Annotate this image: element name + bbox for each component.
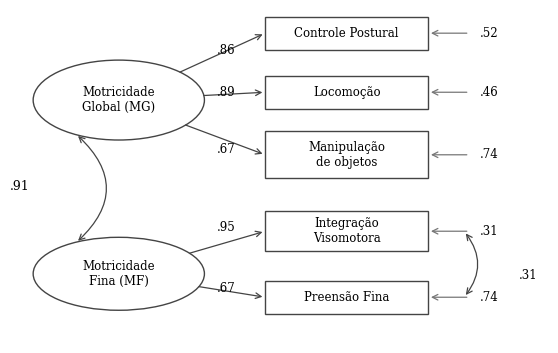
Text: .67: .67: [217, 282, 236, 295]
Bar: [265, 76, 428, 109]
Text: .31: .31: [519, 269, 538, 282]
Text: .74: .74: [479, 291, 498, 304]
Text: Integração
Visomotora: Integração Visomotora: [313, 217, 381, 245]
Text: .74: .74: [479, 148, 498, 161]
Text: Motricidade
Global (MG): Motricidade Global (MG): [82, 86, 155, 114]
Bar: [265, 281, 428, 314]
Text: Locomoção: Locomoção: [313, 86, 381, 99]
Text: .89: .89: [217, 86, 236, 99]
Text: Controle Postural: Controle Postural: [295, 27, 399, 40]
Bar: [265, 17, 428, 50]
Text: .46: .46: [479, 86, 498, 99]
Text: .52: .52: [479, 27, 498, 40]
Text: .31: .31: [479, 225, 498, 238]
Text: .67: .67: [217, 143, 236, 156]
Text: .95: .95: [217, 221, 236, 234]
Text: Preensão Fina: Preensão Fina: [304, 291, 389, 304]
Text: .86: .86: [217, 44, 236, 57]
Text: Motricidade
Fina (MF): Motricidade Fina (MF): [83, 260, 155, 288]
Text: Manipulação
de objetos: Manipulação de objetos: [308, 141, 385, 169]
Bar: [265, 131, 428, 178]
Bar: [265, 211, 428, 251]
Text: .91: .91: [9, 180, 29, 193]
